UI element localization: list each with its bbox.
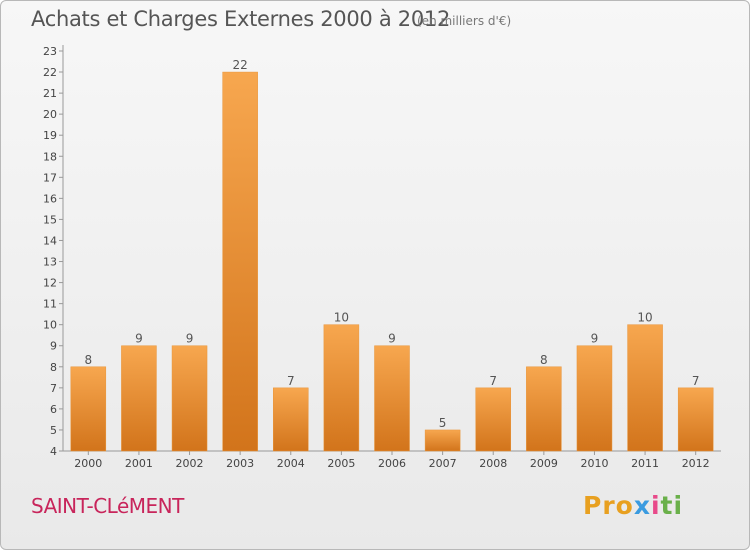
bar-2012 [677, 387, 714, 452]
y-tick-label: 11 [43, 298, 57, 311]
y-tick-label: 23 [43, 45, 57, 58]
data-labels: 8 9 9 22 7 10 9 5 7 8 9 10 7 [84, 58, 699, 430]
bar-2006 [374, 345, 410, 452]
x-tick-label: 2009 [530, 457, 558, 470]
x-tick-label: 2006 [378, 457, 406, 470]
y-tick-label: 16 [43, 192, 57, 205]
chart-title: Achats et Charges Externes 2000 à 2012 [31, 7, 451, 31]
bar-2008 [475, 387, 511, 452]
logo-part-1: Pro [583, 491, 634, 520]
x-tick-label: 2001 [125, 457, 153, 470]
y-tick-label: 20 [43, 108, 57, 121]
y-tick-label: 21 [43, 87, 57, 100]
value-label-2012: 7 [692, 374, 700, 388]
value-label-2004: 7 [287, 374, 295, 388]
value-label-2011: 10 [637, 311, 652, 325]
bar-2002 [171, 345, 208, 452]
y-tick-label: 7 [50, 382, 57, 395]
value-label-2005: 10 [334, 311, 349, 325]
bar-2007 [424, 429, 461, 452]
x-tick-label: 2003 [226, 457, 254, 470]
logo-part-4: ti [660, 491, 684, 520]
y-tick-label: 8 [50, 361, 57, 374]
logo-part-3: i [650, 491, 661, 520]
y-tick-label: 14 [43, 234, 57, 247]
axes: 4 5 6 7 8 9 10 11 12 13 14 15 16 17 18 19 20 21 22 23 2000 20… [43, 45, 721, 470]
bar-2003 [222, 71, 258, 452]
value-label-2009: 8 [540, 353, 548, 367]
y-tick-label: 19 [43, 129, 57, 142]
commune-name: SAINT-CLéMENT [31, 494, 184, 518]
value-label-2006: 9 [388, 332, 396, 346]
bar-2005 [323, 324, 360, 452]
bar-2011 [627, 324, 663, 452]
x-tick-label: 2000 [74, 457, 102, 470]
proxiti-logo: Proxiti [583, 491, 683, 520]
bar-2004 [273, 387, 309, 452]
y-tick-label: 9 [50, 340, 57, 353]
value-label-2008: 7 [489, 374, 497, 388]
y-tick-label: 6 [50, 403, 57, 416]
y-tick-label: 15 [43, 213, 57, 226]
value-label-2010: 9 [591, 332, 599, 346]
y-tick-label: 18 [43, 150, 57, 163]
value-label-2003: 22 [233, 58, 248, 72]
bar-2010 [576, 345, 613, 452]
x-tick-label: 2005 [327, 457, 355, 470]
value-label-2007: 5 [439, 416, 447, 430]
value-label-2000: 8 [84, 353, 92, 367]
y-tick-label: 5 [50, 424, 57, 437]
x-tick-label: 2011 [631, 457, 659, 470]
y-tick-label: 13 [43, 256, 57, 269]
x-tick-label: 2007 [429, 457, 457, 470]
bar-2009 [526, 366, 562, 452]
x-tick-label: 2004 [277, 457, 305, 470]
y-tick-label: 22 [43, 66, 57, 79]
y-tick-label: 17 [43, 171, 57, 184]
bar-2001 [121, 345, 157, 452]
value-label-2002: 9 [186, 332, 194, 346]
bar-2000 [70, 366, 107, 452]
y-tick-label: 10 [43, 319, 57, 332]
logo-part-2: x [633, 491, 651, 520]
value-label-2001: 9 [135, 332, 143, 346]
x-tick-label: 2002 [176, 457, 204, 470]
bars [70, 71, 714, 452]
x-tick-label: 2010 [580, 457, 608, 470]
y-tick-label: 12 [43, 277, 57, 290]
x-tick-label: 2008 [479, 457, 507, 470]
x-tick-label: 2012 [682, 457, 710, 470]
y-tick-label: 4 [50, 445, 57, 458]
chart-subtitle: (en milliers d'€) [417, 14, 512, 28]
